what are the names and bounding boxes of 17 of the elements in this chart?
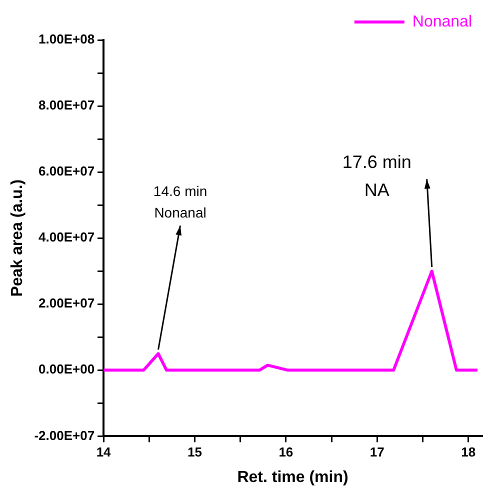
y-tick-label: 4.00E+07 (38, 230, 95, 245)
legend-label: Nonanal (412, 13, 472, 30)
y-tick-label: -2.00E+07 (34, 428, 95, 443)
y-axis-title: Peak area (a.u.) (9, 179, 26, 297)
y-tick-label: 0.00E+00 (38, 362, 95, 377)
x-axis-title: Ret. time (min) (237, 468, 348, 486)
y-tick-label: 6.00E+07 (38, 164, 95, 179)
x-tick-label: 18 (461, 444, 476, 460)
x-tick-label: 16 (278, 444, 294, 460)
x-tick-label: 17 (370, 444, 384, 460)
x-tick-label: 15 (188, 444, 202, 460)
y-tick-label: 8.00E+07 (38, 98, 95, 113)
annotation: 17.6 min NA (342, 152, 412, 200)
y-tick-label: 1.00E+08 (38, 32, 95, 47)
annotation: 14.6 min Nonanal (153, 182, 208, 221)
y-tick-label: 2.00E+07 (38, 296, 95, 311)
x-tick-label: 14 (96, 444, 112, 460)
